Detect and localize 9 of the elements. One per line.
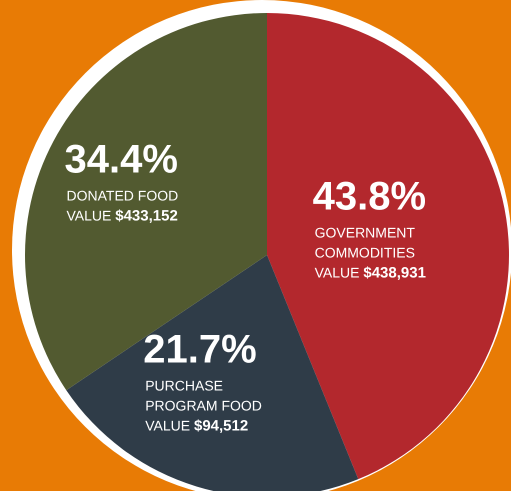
data-label: 43.8% [312, 174, 426, 218]
text: VALUE $94,512 [145, 417, 248, 434]
text: VALUE $438,931 [314, 264, 426, 282]
slice-label: GOVERNMENT COMMODITIES [314, 224, 416, 260]
text: VALUE $433,152 [66, 207, 178, 224]
slice-label: PURCHASE PROGRAM FOOD [145, 377, 262, 414]
slice-label: DONATED FOOD [66, 187, 178, 204]
data-label: 34.4% [64, 137, 178, 182]
data-label: 21.7% [143, 327, 257, 372]
